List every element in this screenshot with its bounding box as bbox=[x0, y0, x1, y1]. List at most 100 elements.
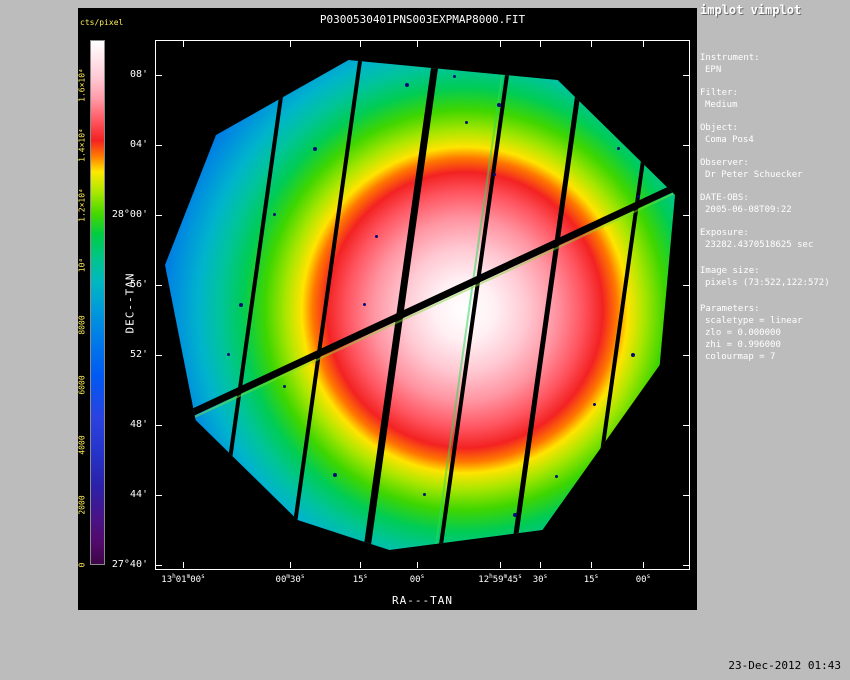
y-tick-mark bbox=[683, 565, 689, 566]
info-value: Dr Peter Schuecker bbox=[705, 170, 803, 180]
info-value: zlo = 0.000000 bbox=[705, 328, 781, 338]
colorbar-tick-label: 2000 bbox=[77, 495, 87, 515]
colorbar-tick-label: 8000 bbox=[77, 315, 87, 335]
x-tick-mark bbox=[360, 562, 361, 568]
y-tick-label: 56' bbox=[129, 279, 148, 290]
plot-canvas: P0300530401PNS003EXPMAP8000.FIT cts/pixe… bbox=[78, 8, 697, 610]
x-axis-label: RA---TAN bbox=[392, 594, 453, 607]
x-tick-mark bbox=[290, 41, 291, 47]
y-tick-label: 27°40' bbox=[111, 559, 148, 570]
plot-title: P0300530401PNS003EXPMAP8000.FIT bbox=[319, 13, 526, 26]
info-value: Coma Pos4 bbox=[705, 135, 754, 145]
y-tick-mark bbox=[683, 495, 689, 496]
info-label: Instrument: bbox=[700, 53, 760, 63]
info-label: Filter: bbox=[700, 88, 738, 98]
colorbar-tick-label: 0 bbox=[77, 562, 87, 568]
masked-source-dot bbox=[283, 385, 286, 388]
y-tick-mark bbox=[156, 145, 162, 146]
info-value: colourmap = 7 bbox=[705, 352, 776, 362]
masked-source-dot bbox=[497, 103, 501, 107]
info-section-exposure: Exposure: 23282.4370518625 sec bbox=[700, 227, 848, 251]
info-label: DATE-OBS: bbox=[700, 193, 749, 203]
info-panel: Instrument: EPN Filter: Medium Object: C… bbox=[700, 52, 848, 374]
y-tick-mark bbox=[683, 425, 689, 426]
y-tick-mark bbox=[683, 215, 689, 216]
masked-source-dot bbox=[313, 147, 317, 151]
y-tick-mark bbox=[156, 285, 162, 286]
y-tick-mark bbox=[156, 495, 162, 496]
masked-source-dot bbox=[453, 75, 456, 78]
x-tick-mark bbox=[643, 41, 644, 47]
y-tick-mark bbox=[156, 565, 162, 566]
colorbar-tick-label: 1.2×10⁴ bbox=[77, 188, 87, 222]
x-tick-mark bbox=[540, 41, 541, 47]
masked-source-dot bbox=[555, 475, 558, 478]
x-tick-mark bbox=[591, 562, 592, 568]
y-tick-label: 48' bbox=[129, 419, 148, 430]
x-tick-mark bbox=[417, 41, 418, 47]
y-tick-mark bbox=[156, 215, 162, 216]
y-tick-mark bbox=[156, 425, 162, 426]
info-label: Observer: bbox=[700, 158, 749, 168]
colorbar-tick-label: 10⁴ bbox=[77, 257, 87, 273]
y-tick-label: 52' bbox=[129, 349, 148, 360]
y-tick-label: 44' bbox=[129, 489, 148, 500]
info-label: Parameters: bbox=[700, 304, 760, 314]
masked-source-dot bbox=[637, 195, 640, 198]
x-tick-label: 15s bbox=[583, 573, 599, 586]
chip-gap-central bbox=[184, 182, 675, 419]
x-tick-mark bbox=[417, 562, 418, 568]
x-tick-mark bbox=[591, 41, 592, 47]
info-label: Image size: bbox=[700, 266, 760, 276]
x-tick-label: 00s bbox=[635, 573, 651, 586]
x-tick-mark bbox=[183, 41, 184, 47]
masked-source-dot bbox=[423, 493, 426, 496]
masked-source-dot bbox=[493, 173, 496, 176]
info-value: Medium bbox=[705, 100, 738, 110]
colorbar bbox=[90, 40, 105, 565]
x-tick-mark bbox=[500, 41, 501, 47]
plot-frame bbox=[155, 40, 690, 570]
masked-source-dot bbox=[465, 121, 468, 124]
x-tick-label: 30s bbox=[532, 573, 548, 586]
chip-gap bbox=[434, 60, 514, 550]
info-section-observer: Observer: Dr Peter Schuecker bbox=[700, 157, 848, 181]
masked-source-dot bbox=[513, 513, 517, 517]
colorbar-tick-label: 1.4×10⁴ bbox=[77, 128, 87, 162]
x-tick-mark bbox=[643, 562, 644, 568]
y-tick-mark bbox=[683, 145, 689, 146]
colorbar-tick-label: 6000 bbox=[77, 375, 87, 395]
y-tick-mark bbox=[156, 355, 162, 356]
masked-source-dot bbox=[617, 147, 620, 150]
info-value: 2005-06-08T09:22 bbox=[705, 205, 792, 215]
info-section-date-obs: DATE-OBS: 2005-06-08T09:22 bbox=[700, 192, 848, 216]
x-tick-label: 00m30s bbox=[275, 573, 305, 586]
masked-source-dot bbox=[227, 353, 230, 356]
masked-source-dot bbox=[375, 235, 378, 238]
masked-source-dot bbox=[593, 403, 596, 406]
masked-source-dot bbox=[363, 303, 366, 306]
masked-source-dot bbox=[405, 83, 409, 87]
x-tick-mark bbox=[183, 562, 184, 568]
x-tick-mark bbox=[500, 562, 501, 568]
info-label: Exposure: bbox=[700, 228, 749, 238]
info-section-filter: Filter: Medium bbox=[700, 87, 848, 111]
y-tick-label: 08' bbox=[129, 69, 148, 80]
chip-gap bbox=[285, 60, 365, 550]
info-value: EPN bbox=[705, 65, 722, 75]
x-tick-mark bbox=[540, 562, 541, 568]
y-tick-label: 04' bbox=[129, 139, 148, 150]
chip-gap-streak bbox=[430, 60, 508, 550]
colorbar-tick-label: 4000 bbox=[77, 435, 87, 455]
info-section-instrument: Instrument: EPN bbox=[700, 52, 848, 76]
info-value: scaletype = linear bbox=[705, 316, 803, 326]
y-tick-mark bbox=[683, 285, 689, 286]
y-tick-mark bbox=[683, 355, 689, 356]
masked-source-dot bbox=[333, 473, 337, 477]
info-section-image-size: Image size: pixels (73:522,122:572) bbox=[700, 265, 848, 289]
chip-gap-streak bbox=[185, 189, 675, 423]
x-tick-mark bbox=[360, 41, 361, 47]
app-title: implot vimplot bbox=[700, 3, 802, 17]
info-section-object: Object: Coma Pos4 bbox=[700, 122, 848, 146]
